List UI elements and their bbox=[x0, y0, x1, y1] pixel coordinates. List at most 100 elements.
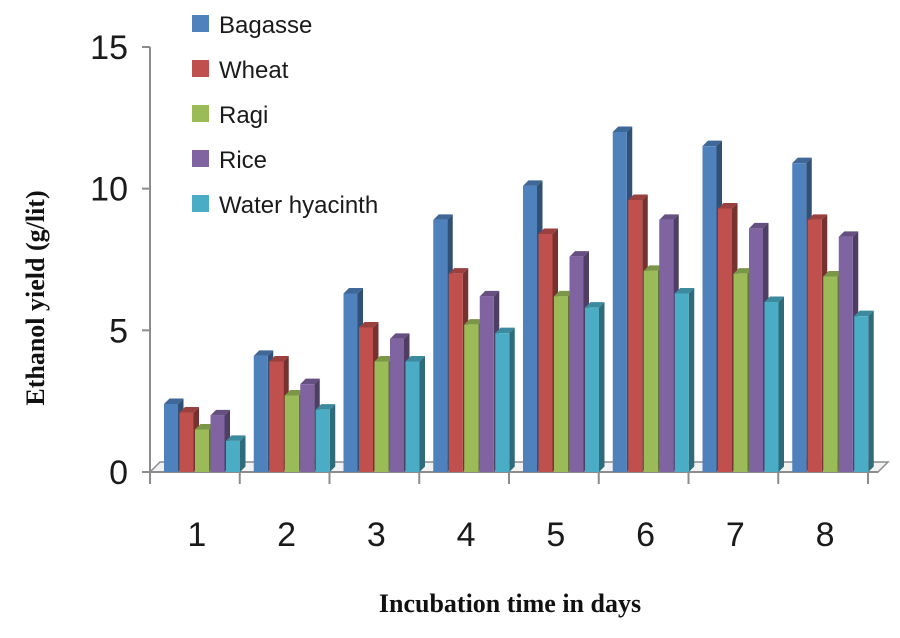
bar-front bbox=[495, 333, 510, 472]
bar-front bbox=[628, 200, 643, 472]
bar-top bbox=[405, 356, 425, 362]
legend-label: Ragi bbox=[219, 102, 268, 129]
bar-top bbox=[823, 271, 843, 277]
legend-swatch bbox=[192, 60, 209, 77]
x-tick-label: 2 bbox=[277, 516, 296, 554]
bar-top bbox=[179, 407, 199, 413]
y-axis-title: Ethanol yield (g/lit) bbox=[21, 190, 50, 405]
y-tick-label: 5 bbox=[109, 312, 128, 350]
bar-top bbox=[764, 296, 784, 302]
bar-top bbox=[659, 214, 679, 220]
legend: Bagasse Wheat Ragi Rice Water hyacinth bbox=[192, 12, 378, 219]
x-tick-label: 7 bbox=[726, 516, 745, 554]
bar-front bbox=[792, 163, 807, 472]
legend-label: Wheat bbox=[219, 57, 289, 84]
bar-side bbox=[240, 435, 246, 472]
legend-label: Bagasse bbox=[219, 12, 312, 39]
bar-top bbox=[464, 319, 484, 325]
bar-top bbox=[674, 288, 695, 294]
bar-front bbox=[807, 219, 822, 472]
bar-side bbox=[688, 288, 695, 472]
bar-top bbox=[433, 214, 453, 220]
legend-swatch bbox=[192, 15, 209, 32]
bar-front bbox=[315, 409, 330, 472]
bar-top bbox=[585, 302, 605, 308]
bar-top bbox=[628, 194, 648, 200]
legend-item: Bagasse bbox=[192, 12, 312, 39]
bar-front bbox=[585, 307, 599, 472]
bar-top bbox=[612, 126, 633, 132]
x-tick-label: 3 bbox=[367, 516, 386, 554]
y-tick-labels: 0 5 10 15 bbox=[90, 29, 150, 492]
bar-side bbox=[419, 356, 425, 472]
plot-area bbox=[148, 47, 890, 473]
bar-front bbox=[448, 273, 463, 472]
bar-water-hyacinth-day-8 bbox=[854, 310, 874, 472]
bar-top bbox=[164, 398, 184, 404]
bar-top bbox=[792, 157, 812, 164]
bar-front bbox=[659, 219, 674, 472]
bar-top bbox=[749, 222, 769, 229]
bar-side bbox=[599, 302, 605, 472]
bar-top bbox=[733, 268, 753, 274]
bar-front bbox=[343, 293, 358, 472]
bar-water-hyacinth-day-2 bbox=[315, 404, 336, 472]
y-tick-label: 0 bbox=[109, 454, 128, 492]
legend-item: Wheat bbox=[192, 57, 289, 84]
bar-top bbox=[195, 424, 215, 430]
bar-top bbox=[523, 180, 543, 186]
legend-item: Rice bbox=[192, 147, 267, 174]
legend-item: Ragi bbox=[192, 102, 268, 129]
bar-top bbox=[718, 203, 738, 209]
bar-front bbox=[359, 327, 373, 472]
bar-front bbox=[405, 361, 420, 472]
bar-top bbox=[390, 333, 410, 339]
bar-front bbox=[195, 429, 209, 472]
bar-water-hyacinth-day-1 bbox=[226, 435, 246, 472]
bar-front bbox=[226, 440, 240, 472]
bar-side bbox=[868, 310, 874, 472]
bar-front bbox=[733, 273, 748, 472]
bar-front bbox=[374, 361, 389, 472]
bar-front bbox=[718, 208, 732, 472]
bar-front bbox=[300, 384, 315, 472]
bar-front bbox=[764, 302, 779, 472]
bar-water-hyacinth-day-5 bbox=[585, 302, 605, 472]
bar-front bbox=[838, 236, 853, 472]
legend-swatch bbox=[192, 150, 209, 167]
bar-top bbox=[253, 350, 274, 356]
bar-top bbox=[374, 356, 394, 362]
bar-top bbox=[479, 290, 500, 297]
x-tick-label: 4 bbox=[457, 516, 476, 554]
bar-front bbox=[390, 338, 404, 472]
bar-front bbox=[854, 316, 869, 472]
bar-top bbox=[569, 251, 589, 257]
legend-swatch bbox=[192, 195, 209, 212]
x-tick-labels: 1 2 3 4 5 6 7 8 bbox=[149, 472, 869, 554]
bar-water-hyacinth-day-7 bbox=[764, 296, 784, 472]
x-tick-label: 1 bbox=[187, 516, 206, 554]
bar-front bbox=[523, 185, 537, 473]
bar-top bbox=[269, 356, 289, 362]
bar-top bbox=[343, 288, 363, 294]
bar-top bbox=[226, 435, 246, 441]
bar-rice-day-8 bbox=[838, 231, 859, 472]
bar-top bbox=[448, 268, 469, 274]
bar-top bbox=[538, 228, 558, 234]
bar-front bbox=[479, 296, 494, 472]
x-tick-label: 8 bbox=[816, 516, 835, 554]
bar-side bbox=[509, 327, 515, 472]
bar-front bbox=[269, 361, 284, 472]
legend-item: Water hyacinth bbox=[192, 192, 378, 219]
y-tick-label: 15 bbox=[90, 29, 128, 67]
bar-front bbox=[433, 219, 448, 472]
bar-top bbox=[495, 327, 515, 334]
bar-front bbox=[674, 293, 689, 472]
bar-top bbox=[807, 214, 828, 220]
bar-front bbox=[464, 324, 479, 472]
bar-front bbox=[284, 395, 299, 472]
bar-top bbox=[284, 390, 305, 396]
bar-front bbox=[179, 412, 194, 472]
bar-front bbox=[164, 404, 178, 472]
bar-top bbox=[838, 231, 859, 237]
